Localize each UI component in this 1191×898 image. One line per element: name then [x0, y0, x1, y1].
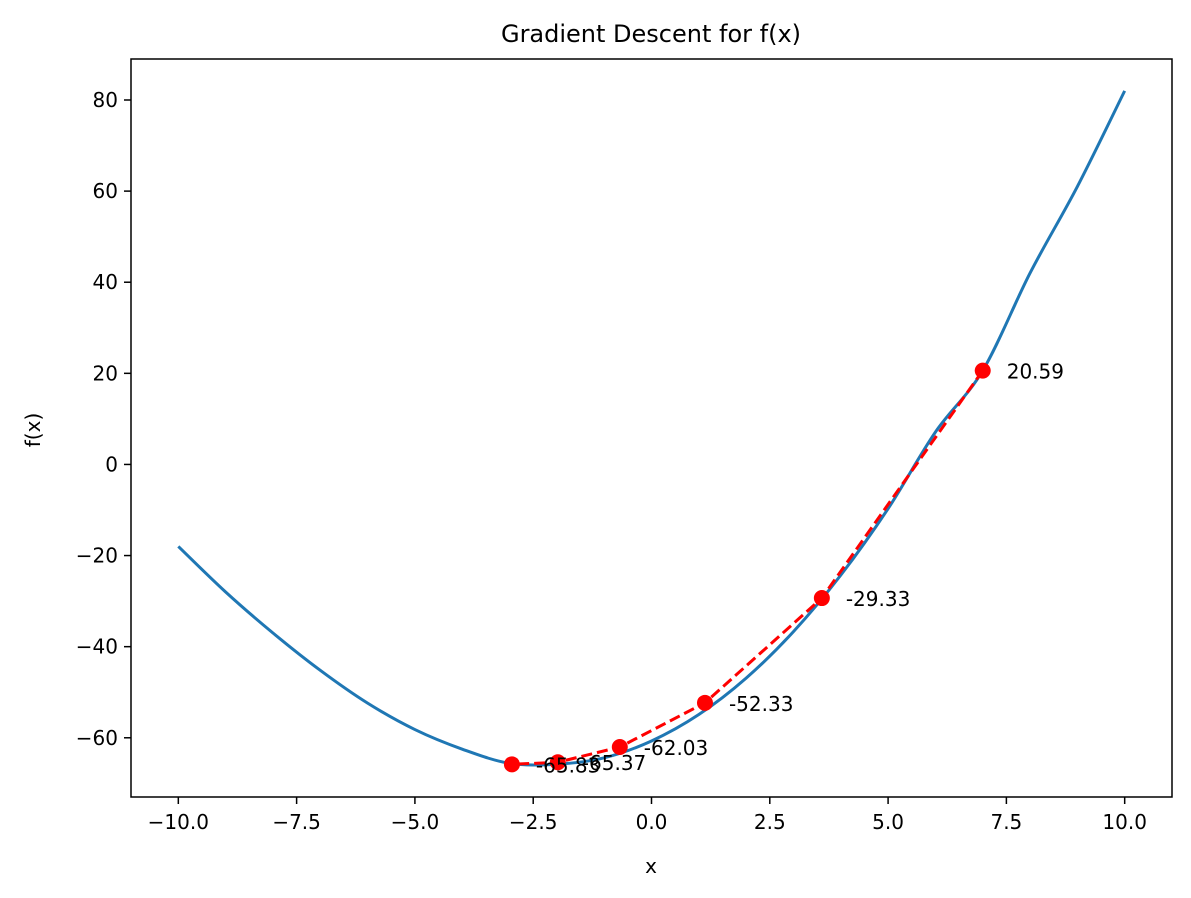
- y-tick-label: −40: [76, 635, 118, 659]
- descent-point-label: -52.33: [729, 692, 793, 716]
- x-tick-label: −10.0: [148, 810, 209, 834]
- x-tick-label: −2.5: [509, 810, 558, 834]
- x-axis-ticks: −10.0 −7.5 −5.0 −2.5 0.0 2.5 5.0 7.5 10.0: [148, 797, 1147, 834]
- y-tick-label: 60: [93, 179, 118, 203]
- y-tick-label: −60: [76, 726, 118, 750]
- descent-point-label: -29.33: [846, 587, 910, 611]
- x-tick-label: 7.5: [990, 810, 1022, 834]
- x-axis-label: x: [645, 854, 657, 878]
- x-tick-label: 10.0: [1102, 810, 1147, 834]
- x-tick-label: −7.5: [272, 810, 321, 834]
- x-tick-label: 2.5: [754, 810, 786, 834]
- x-tick-label: −5.0: [391, 810, 440, 834]
- x-tick-label: 0.0: [636, 810, 668, 834]
- series-layer: 20.59 -29.33 -52.33 -62.03-65.37-65.83: [177, 90, 1127, 777]
- y-tick-label: −20: [76, 544, 118, 568]
- descent-point-label: -65.37: [582, 751, 646, 775]
- descent-point-label: 20.59: [1007, 360, 1064, 384]
- descent-point-label: -62.03: [644, 736, 708, 760]
- descent-point-label: -65.83: [536, 753, 600, 777]
- chart-title: Gradient Descent for f(x): [501, 20, 801, 48]
- descent-point-marker: [549, 754, 566, 771]
- descent-point-marker: [611, 739, 628, 756]
- plot-area-background: [131, 59, 1172, 797]
- descent-point-marker: [974, 362, 991, 379]
- y-tick-label: 80: [93, 88, 118, 112]
- y-axis-label: f(x): [21, 413, 45, 447]
- function-curve: [177, 90, 1127, 767]
- plot-frame: [130, 58, 1173, 798]
- x-tick-label: 5.0: [872, 810, 904, 834]
- descent-point-marker: [696, 694, 713, 711]
- y-tick-label: 0: [105, 452, 118, 476]
- descent-point-marker: [813, 590, 830, 607]
- y-tick-label: 40: [93, 270, 118, 294]
- y-tick-label: 20: [93, 361, 118, 385]
- descent-point-marker: [503, 756, 520, 773]
- y-axis-ticks: −60 −40 −20 0 20 40 60 80: [76, 88, 131, 750]
